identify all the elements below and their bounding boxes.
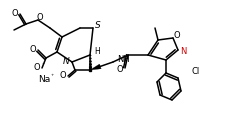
Text: O: O — [30, 45, 36, 54]
Text: N: N — [63, 57, 69, 66]
Polygon shape — [90, 64, 101, 70]
Text: O: O — [174, 30, 180, 40]
Text: O: O — [34, 63, 40, 72]
Text: O: O — [60, 71, 66, 81]
Text: NH: NH — [117, 56, 130, 65]
Text: O: O — [37, 14, 43, 22]
Text: ⁺: ⁺ — [50, 75, 54, 80]
Text: Cl: Cl — [192, 67, 200, 76]
Text: O: O — [117, 66, 123, 75]
Text: ⁻: ⁻ — [41, 63, 45, 68]
Text: N: N — [180, 46, 186, 56]
Text: S: S — [95, 21, 101, 30]
Text: Na: Na — [38, 76, 50, 85]
Text: H: H — [94, 47, 100, 56]
Text: O: O — [12, 9, 18, 17]
